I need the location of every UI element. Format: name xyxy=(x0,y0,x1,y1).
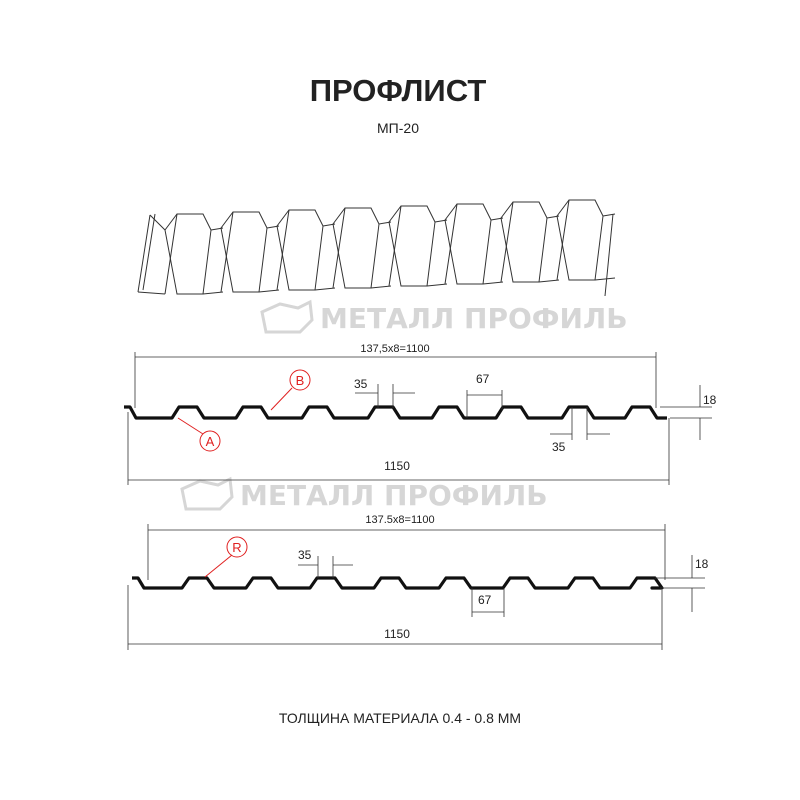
width-label: 1150 xyxy=(384,459,410,473)
pitch-label: 137,5x8=1100 xyxy=(360,343,429,355)
subtitle: МП-20 xyxy=(377,120,419,136)
footer-thickness: ТОЛЩИНА МАТЕРИАЛА 0.4 - 0.8 ММ xyxy=(279,710,521,726)
marker-a xyxy=(199,430,221,452)
top-width-label: 35 xyxy=(354,377,368,391)
marker-a-label: A xyxy=(206,434,215,449)
sheet-edge xyxy=(220,211,280,293)
top-width-label: 35 xyxy=(298,548,312,562)
sheet-edge xyxy=(137,213,614,297)
sheet-edge xyxy=(220,211,268,293)
height-label: 18 xyxy=(695,557,709,571)
sheet-edge xyxy=(556,199,616,281)
sheet-3d-view xyxy=(137,199,616,297)
sheet-edge xyxy=(164,213,212,295)
sheet-edge xyxy=(388,205,436,287)
sheet-edge xyxy=(388,205,448,287)
watermark-2: МЕТАЛЛ ПРОФИЛЬ xyxy=(180,476,548,512)
sheet-edge xyxy=(444,203,492,285)
sheet-edge xyxy=(276,209,324,291)
sheet-edge xyxy=(332,207,380,289)
height-label: 18 xyxy=(703,393,717,407)
bottom-width-label: 67 xyxy=(476,372,490,386)
pitch-label: 137.5x8=1100 xyxy=(365,514,434,526)
sheet-edge xyxy=(444,203,504,285)
sheet-edge xyxy=(276,209,336,291)
profile-1-section xyxy=(124,405,667,420)
marker-b-label: B xyxy=(296,373,305,388)
bottom-width-label: 67 xyxy=(478,593,492,607)
marker-r xyxy=(226,536,248,558)
sheet-edge xyxy=(556,199,604,281)
profile-1: 137,5x8=1100 1150 18 35 67 35 B A xyxy=(124,343,717,485)
sheet-edge xyxy=(137,213,156,293)
sheet-edge xyxy=(332,207,392,289)
watermark-text: МЕТАЛЛ ПРОФИЛЬ xyxy=(240,479,548,512)
profile-2-section xyxy=(132,576,664,590)
marker-b xyxy=(289,369,311,391)
marker-r-label: R xyxy=(232,540,241,555)
sheet-edge xyxy=(500,201,560,283)
profile-2: 137.5x8=1100 1150 18 35 67 R xyxy=(127,514,709,650)
bottom-rib-label: 35 xyxy=(552,440,566,454)
sheet-edge xyxy=(164,213,224,295)
watermark-1: МЕТАЛЛ ПРОФИЛЬ xyxy=(260,299,628,335)
title: ПРОФЛИСТ xyxy=(310,73,487,108)
width-label: 1150 xyxy=(384,627,410,641)
sheet-edge xyxy=(500,201,548,283)
watermark-text: МЕТАЛЛ ПРОФИЛЬ xyxy=(320,302,628,335)
